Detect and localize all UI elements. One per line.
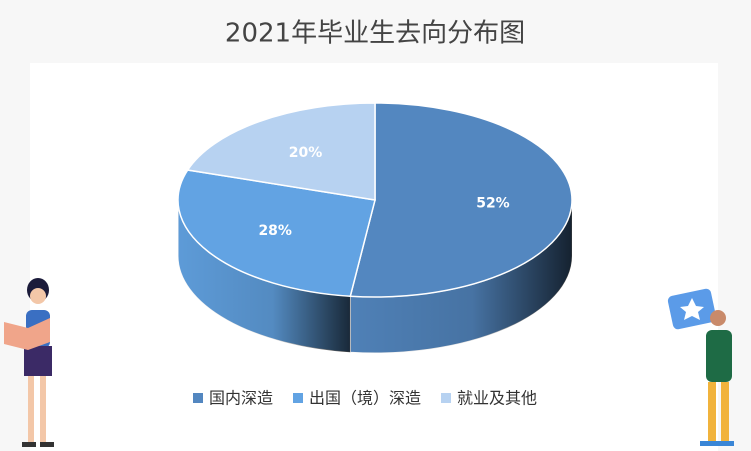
- legend-swatch: [293, 393, 303, 403]
- legend-label: 就业及其他: [457, 389, 537, 408]
- legend: 国内深造 出国（境）深造 就业及其他: [193, 389, 537, 408]
- slice: [177, 169, 376, 298]
- legend-label: 国内深造: [209, 389, 273, 408]
- slice: [186, 102, 376, 201]
- side-shade: [178, 200, 351, 353]
- illustration-right: [667, 288, 734, 446]
- chart-title: 2021年毕业生去向分布图: [225, 19, 525, 49]
- side-shade: [350, 200, 572, 353]
- data-label: 20%: [289, 145, 323, 161]
- illustration-left: [4, 278, 54, 447]
- legend-swatch: [441, 393, 451, 403]
- data-label: 52%: [476, 196, 510, 212]
- slice: [349, 102, 573, 298]
- data-label: 28%: [258, 223, 292, 239]
- legend-label: 出国（境）深造: [309, 389, 421, 408]
- pie: 52% 28% 20%: [177, 102, 573, 354]
- legend-swatch: [193, 393, 203, 403]
